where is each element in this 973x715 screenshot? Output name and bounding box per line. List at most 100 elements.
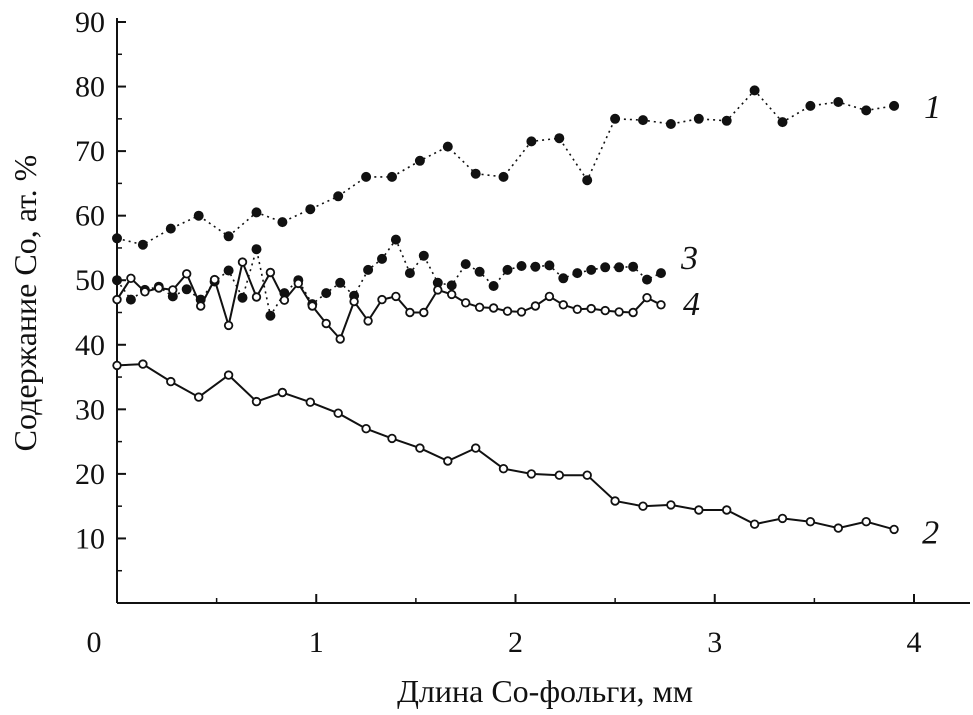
data-point-3-37: [628, 261, 639, 272]
data-point-3-25: [460, 259, 471, 270]
data-point-2-22: [722, 505, 732, 515]
data-point-3-19: [377, 253, 387, 264]
data-point-2-0: [112, 360, 122, 371]
series-2: [112, 359, 899, 535]
data-point-2-7: [305, 397, 315, 407]
series-line-1: [116, 89, 895, 246]
series-1: [112, 85, 900, 250]
data-point-3-10: [251, 244, 262, 255]
data-point-3-39: [656, 268, 666, 279]
data-point-2-20: [666, 500, 676, 510]
data-point-1-4: [223, 231, 234, 242]
data-point-1-7: [305, 204, 316, 215]
data-point-4-34: [586, 303, 596, 314]
series-3: [112, 234, 666, 321]
data-point-2-25: [805, 517, 816, 527]
data-point-1-13: [470, 168, 481, 179]
data-point-4-27: [488, 303, 499, 313]
data-point-4-1: [126, 273, 136, 283]
data-point-3-29: [516, 261, 527, 271]
series-line-3: [116, 237, 662, 318]
data-point-2-27: [861, 517, 871, 527]
series-label-3: 3: [680, 240, 698, 277]
y-tick-label-60: 60: [75, 200, 105, 233]
data-point-4-31: [544, 291, 555, 302]
data-point-1-16: [554, 133, 565, 144]
data-point-4-3: [154, 283, 164, 293]
data-point-1-8: [333, 191, 344, 202]
data-point-4-6: [195, 301, 206, 311]
labels-layer: 1 2 3 4: [680, 89, 941, 551]
data-point-1-2: [165, 223, 176, 234]
data-point-1-3: [193, 210, 204, 221]
data-point-2-2: [166, 376, 176, 387]
data-point-4-17: [349, 296, 359, 307]
data-point-1-25: [805, 100, 816, 111]
data-point-2-15: [526, 469, 537, 479]
data-point-4-14: [307, 301, 317, 311]
axes: 10 20 30 40 50 60 70 80 90 0 1 2 3 4: [75, 6, 970, 659]
data-point-2-6: [277, 387, 288, 398]
data-point-4-9: [237, 257, 248, 267]
x-tick-label-3: 3: [707, 626, 722, 659]
y-tick-label-80: 80: [75, 71, 105, 104]
data-point-4-19: [377, 294, 387, 305]
data-point-1-23: [749, 85, 760, 96]
data-point-2-28: [889, 524, 899, 535]
data-point-4-0: [112, 294, 122, 305]
y-tick-label-90: 90: [75, 6, 105, 39]
series-layer: [112, 85, 900, 535]
data-point-2-16: [554, 470, 564, 480]
series-line-2: [116, 363, 895, 531]
data-point-2-23: [749, 519, 760, 529]
data-point-2-18: [610, 496, 620, 506]
data-point-4-21: [405, 307, 415, 318]
data-point-1-20: [665, 119, 676, 129]
series-label-4: 4: [683, 286, 700, 323]
data-point-4-35: [600, 305, 610, 316]
data-point-4-22: [419, 307, 429, 318]
data-point-2-11: [415, 443, 425, 453]
data-point-4-24: [447, 289, 457, 300]
data-point-4-10: [251, 292, 262, 302]
data-point-4-20: [391, 291, 401, 302]
data-point-3-33: [572, 268, 583, 279]
data-point-1-10: [387, 171, 397, 182]
data-point-1-28: [889, 100, 900, 111]
data-point-4-26: [474, 302, 485, 312]
series-label-2: 2: [922, 514, 939, 551]
data-point-3-9: [237, 292, 248, 303]
data-point-2-9: [361, 424, 371, 434]
data-point-4-7: [209, 274, 220, 285]
data-point-4-15: [321, 318, 331, 329]
data-point-3-24: [446, 280, 457, 291]
data-point-3-16: [335, 277, 346, 288]
data-point-3-18: [363, 264, 374, 275]
data-point-4-12: [279, 295, 290, 305]
data-point-3-21: [404, 268, 415, 279]
data-point-4-18: [363, 316, 373, 326]
data-point-3-20: [390, 234, 401, 245]
y-axis-title: Содержание Co, ат. %: [7, 155, 43, 452]
data-point-2-13: [471, 443, 481, 453]
data-point-2-4: [223, 370, 234, 380]
data-point-3-1: [125, 294, 136, 305]
data-point-3-38: [642, 274, 652, 285]
data-point-1-0: [112, 233, 122, 244]
data-point-1-12: [442, 141, 453, 152]
data-point-1-18: [610, 113, 621, 124]
data-point-3-27: [488, 281, 499, 291]
data-point-2-17: [582, 470, 592, 480]
data-point-4-8: [223, 320, 234, 331]
data-point-4-36: [614, 307, 624, 317]
data-point-1-15: [526, 136, 537, 147]
data-point-4-2: [140, 287, 150, 297]
data-point-1-11: [414, 155, 425, 166]
data-point-2-1: [138, 359, 148, 369]
data-point-3-28: [502, 264, 513, 275]
x-tick-label-4: 4: [907, 626, 922, 659]
x-tick-label-0: 0: [87, 626, 102, 659]
x-tick-label-1: 1: [309, 626, 324, 659]
data-point-1-5: [251, 207, 262, 218]
